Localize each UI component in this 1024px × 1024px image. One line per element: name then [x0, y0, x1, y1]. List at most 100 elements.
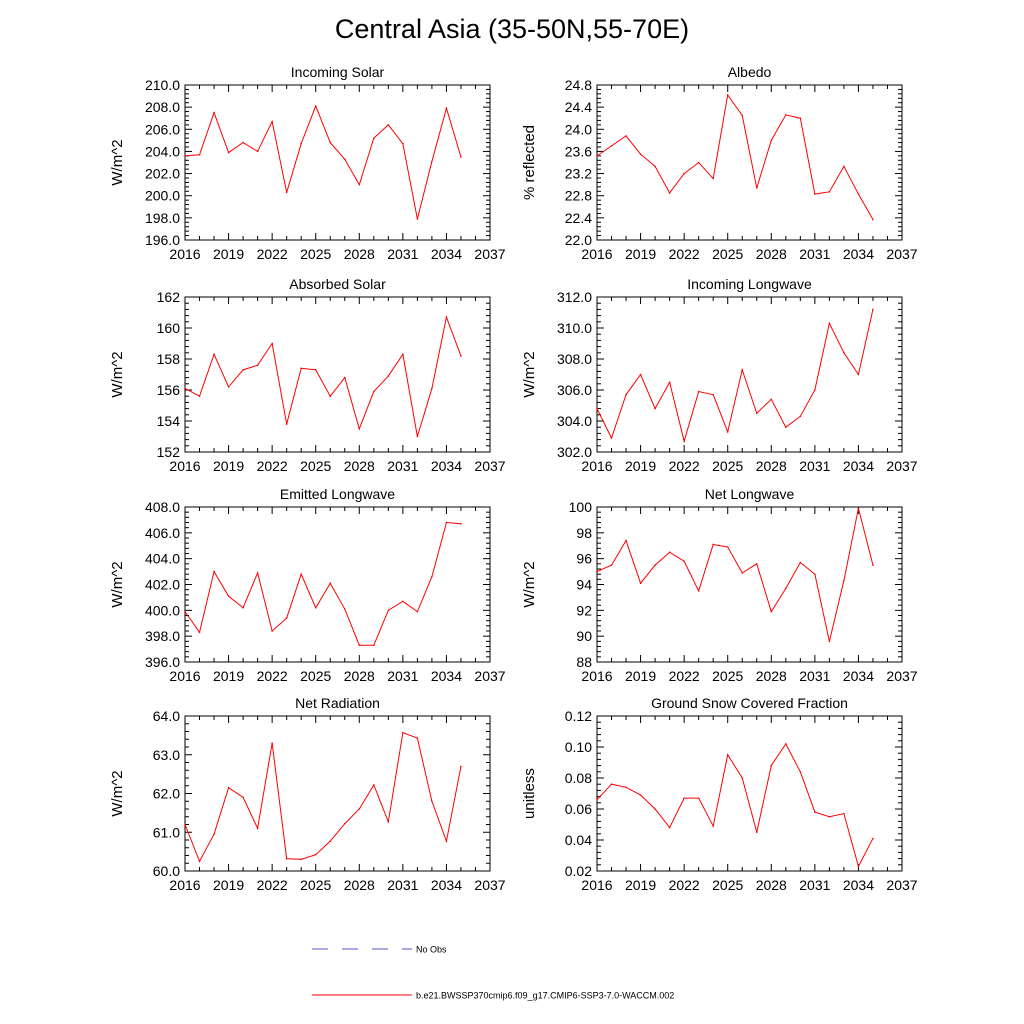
data-point — [402, 353, 404, 356]
data-point — [184, 155, 186, 157]
x-tick-label: 2022 — [669, 246, 700, 262]
y-tick-label: 22.4 — [565, 210, 592, 226]
data-point — [828, 191, 831, 193]
data-point — [697, 390, 700, 393]
panel-title: Net Radiation — [295, 695, 380, 711]
y-tick-label: 90 — [576, 628, 592, 644]
y-axis-label: W/m^2 — [521, 561, 538, 607]
data-point — [828, 640, 831, 643]
panel-6: Net Longwave W/m^2 2016 2019 2022 2025 2028 203… — [521, 486, 918, 684]
x-tick-label: 2034 — [431, 458, 462, 474]
y-tick-label: 92 — [576, 602, 592, 618]
data-point — [755, 187, 758, 189]
x-tick-label: 2022 — [257, 246, 288, 262]
panel-title: Incoming Solar — [291, 64, 385, 80]
x-tick-label: 2028 — [344, 458, 375, 474]
panel-4: Incoming Longwave W/m^2 2016 2019 2022 2025 20… — [521, 276, 918, 474]
plot-frame — [596, 715, 903, 872]
series-line — [184, 104, 462, 220]
data-point — [271, 742, 273, 744]
data-point — [726, 753, 729, 756]
data-point — [668, 551, 671, 554]
y-tick-label: 0.10 — [565, 739, 592, 755]
data-point — [610, 783, 613, 785]
y-tick-label: 312.0 — [557, 289, 592, 305]
data-point — [872, 564, 874, 566]
x-tick-label: 2025 — [300, 877, 331, 893]
x-tick-label: 2022 — [669, 877, 700, 893]
panel-7: Net Radiation W/m^2 2016 2019 2022 2025 2028 20… — [109, 695, 506, 893]
x-tick-label: 2034 — [843, 668, 874, 684]
y-tick-label: 160 — [157, 320, 181, 336]
series-line — [184, 315, 462, 437]
series-line — [596, 742, 874, 868]
data-point — [300, 858, 302, 861]
x-tick-label: 2037 — [886, 877, 917, 893]
panel-1: Incoming Solar W/m^2 2016 2019 2022 2025 2028 2… — [109, 64, 506, 262]
x-tick-label: 2019 — [625, 668, 656, 684]
data-point — [726, 546, 729, 548]
x-tick-label: 2034 — [431, 877, 462, 893]
plot-frame — [184, 715, 491, 872]
y-tick-label: 306.0 — [557, 382, 592, 398]
plot-frame — [184, 296, 491, 453]
data-point — [857, 373, 860, 376]
data-point — [814, 193, 816, 195]
data-point — [198, 395, 201, 398]
x-tick-label: 2031 — [799, 458, 830, 474]
data-point — [285, 857, 288, 860]
data-point — [770, 139, 773, 142]
data-point — [343, 158, 346, 160]
y-tick-label: 206.0 — [145, 121, 180, 137]
data-point — [227, 786, 230, 789]
panel-8: Ground Snow Covered Fraction unitless 2016… — [521, 695, 918, 893]
data-point — [668, 192, 671, 194]
data-point — [712, 825, 714, 827]
data-point — [610, 145, 613, 147]
y-tick-label: 24.8 — [565, 77, 592, 93]
data-point — [799, 771, 802, 773]
data-point — [416, 218, 419, 220]
data-point — [242, 606, 244, 609]
data-point — [814, 811, 816, 813]
y-tick-label: 63.0 — [153, 747, 180, 763]
data-point — [668, 826, 671, 829]
data-point — [741, 777, 744, 779]
data-point — [596, 407, 598, 410]
data-point — [755, 412, 758, 415]
y-tick-label: 22.0 — [565, 232, 592, 248]
x-tick-label: 2025 — [712, 458, 743, 474]
y-tick-label: 406.0 — [145, 525, 180, 541]
data-point — [668, 381, 671, 384]
y-tick-label: 158 — [157, 351, 181, 367]
data-point — [431, 387, 433, 390]
data-point — [416, 737, 419, 739]
data-point — [256, 572, 259, 574]
y-tick-label: 196.0 — [145, 232, 180, 248]
plot-frame — [184, 84, 491, 241]
x-tick-label: 2025 — [300, 246, 331, 262]
series-line — [596, 93, 874, 220]
x-tick-label: 2019 — [213, 668, 244, 684]
data-point — [770, 764, 773, 767]
y-tick-label: 0.02 — [565, 863, 592, 879]
y-tick-label: 23.6 — [565, 143, 592, 159]
x-tick-label: 2034 — [843, 246, 874, 262]
data-point — [639, 794, 642, 796]
data-point — [460, 522, 462, 525]
figure-title: Central Asia (35-50N,55-70E) — [334, 14, 690, 44]
data-point — [445, 521, 448, 524]
plot-frame — [596, 84, 903, 241]
data-point — [843, 352, 845, 354]
data-point — [857, 865, 860, 868]
data-point — [843, 165, 845, 168]
data-point — [639, 373, 642, 376]
data-point — [213, 833, 215, 835]
data-point — [373, 390, 375, 393]
x-tick-label: 2031 — [387, 246, 418, 262]
y-tick-label: 154 — [157, 413, 181, 429]
series-line — [596, 309, 874, 444]
panel-title: Incoming Longwave — [687, 276, 812, 292]
x-tick-label: 2028 — [756, 458, 787, 474]
data-point — [785, 114, 787, 116]
